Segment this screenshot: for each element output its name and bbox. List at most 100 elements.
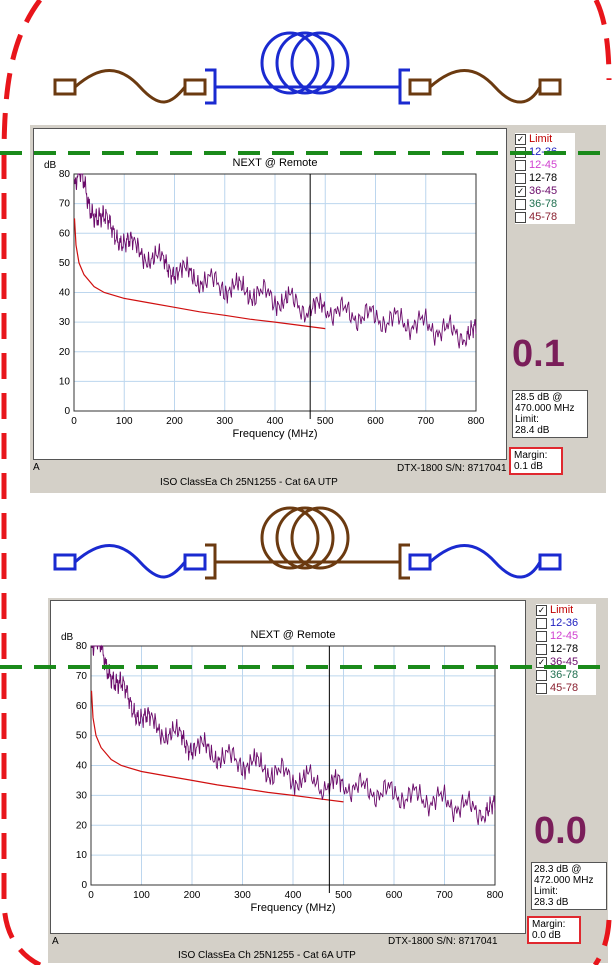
margin-label: Margin: — [514, 450, 548, 461]
info-line: Limit: — [515, 414, 539, 425]
legend-item-12-36[interactable]: 12-36 — [536, 617, 596, 630]
x-tick-label: 0 — [88, 890, 94, 901]
chart-title: NEXT @ Remote — [233, 157, 318, 169]
legend-item-limit[interactable]: ✓ Limit — [536, 604, 596, 617]
margin-label: Margin: — [532, 919, 566, 930]
legend-2: ✓ Limit 12-36 12-45 12-78 ✓ 36-45 36-78 45-78 — [536, 604, 596, 695]
legend-label: Limit — [529, 133, 553, 145]
plot-frame — [73, 173, 477, 412]
margin-highlight-2: Margin: 0.0 dB — [527, 916, 581, 944]
footer-left-1: A — [33, 462, 40, 473]
x-tick-label: 200 — [166, 416, 183, 427]
legend-label: 36-78 — [550, 669, 579, 681]
y-tick-label: 30 — [76, 790, 88, 801]
y-tick-label: 40 — [59, 288, 71, 299]
legend-checkbox[interactable]: ✓ — [536, 657, 547, 668]
x-tick-label: 200 — [184, 890, 201, 901]
x-tick-label: 300 — [234, 890, 251, 901]
legend-item-36-78[interactable]: 36-78 — [515, 198, 575, 211]
series-line-36-45 — [91, 644, 496, 825]
info-line: 28.3 dB @ — [534, 864, 582, 875]
legend-checkbox[interactable] — [515, 199, 526, 210]
footer-test-2: ISO ClassEa Ch 25N1255 - Cat 6A UTP — [178, 950, 356, 961]
series-line-36-45 — [74, 173, 477, 349]
x-tick-label: 100 — [116, 416, 133, 427]
plot-area-2: NEXT @ Remote dB 0 100 200 300 400 500 600 700 800… — [50, 600, 526, 934]
result-info-1: 28.5 dB @ 470.000 MHz Limit: 28.4 dB — [512, 390, 588, 438]
x-tick-label: 400 — [285, 890, 302, 901]
legend-item-12-45[interactable]: 12-45 — [515, 159, 575, 172]
y-tick-label: 50 — [59, 258, 71, 269]
legend-checkbox[interactable] — [536, 683, 547, 694]
legend-checkbox[interactable] — [515, 147, 526, 158]
legend-item-limit[interactable]: ✓ Limit — [515, 133, 575, 146]
chart-title: NEXT @ Remote — [251, 629, 336, 641]
x-tick-label: 300 — [216, 416, 233, 427]
y-tick-label: 10 — [76, 850, 88, 861]
margin-big-value-1: 0.1 — [512, 333, 565, 375]
legend-item-36-78[interactable]: 36-78 — [536, 669, 596, 682]
legend-label: 45-78 — [550, 682, 579, 694]
legend-label: 12-78 — [550, 643, 579, 655]
margin-highlight-1: Margin: 0.1 dB — [509, 447, 563, 475]
x-tick-label: 800 — [468, 416, 485, 427]
red-dashed-boundary-right — [593, 0, 612, 81]
legend-item-36-45[interactable]: ✓ 36-45 — [536, 656, 596, 669]
legend-checkbox[interactable] — [536, 618, 547, 629]
footer-left-2: A — [52, 936, 59, 947]
x-tick-label: 0 — [71, 416, 77, 427]
legend-checkbox[interactable] — [536, 644, 547, 655]
y-tick-label: 50 — [76, 731, 88, 742]
x-axis-label: Frequency (MHz) — [233, 428, 318, 440]
plot-area-1: NEXT @ Remote dB 0 100 200 300 400 500 600 700 800… — [33, 128, 507, 460]
info-line: 28.5 dB @ — [515, 392, 563, 403]
legend-checkbox[interactable] — [536, 670, 547, 681]
legend-item-12-36[interactable]: 12-36 — [515, 146, 575, 159]
legend-checkbox[interactable]: ✓ — [515, 186, 526, 197]
x-tick-label: 400 — [267, 416, 284, 427]
legend-checkbox[interactable] — [515, 160, 526, 171]
x-tick-label: 500 — [335, 890, 352, 901]
footer-device-1: DTX-1800 S/N: 8717041 — [397, 463, 507, 474]
x-tick-label: 700 — [417, 416, 434, 427]
margin-value: 0.1 dB — [514, 461, 543, 472]
legend-item-12-78[interactable]: 12-78 — [536, 643, 596, 656]
x-tick-label: 100 — [133, 890, 150, 901]
x-axis-label: Frequency (MHz) — [251, 902, 336, 914]
y-tick-label: 30 — [59, 317, 71, 328]
legend-1: ✓ Limit 12-36 12-45 12-78 ✓ 36-45 36-78 45-78 — [515, 133, 575, 224]
legend-checkbox[interactable] — [515, 173, 526, 184]
info-line: 28.4 dB — [515, 425, 550, 436]
legend-label: 12-78 — [529, 172, 558, 184]
legend-item-45-78[interactable]: 45-78 — [536, 682, 596, 695]
y-tick-label: 60 — [59, 228, 71, 239]
legend-item-45-78[interactable]: 45-78 — [515, 211, 575, 224]
margin-value: 0.0 dB — [532, 930, 561, 941]
legend-label: 12-36 — [529, 146, 558, 158]
cable-diagram-top — [53, 31, 562, 105]
y-tick-label: 40 — [76, 761, 88, 772]
footer-device-2: DTX-1800 S/N: 8717041 — [388, 936, 498, 947]
legend-checkbox[interactable] — [515, 212, 526, 223]
x-tick-label: 600 — [386, 890, 403, 901]
footer-test-1: ISO ClassEa Ch 25N1255 - Cat 6A UTP — [160, 477, 338, 488]
legend-item-36-45[interactable]: ✓ 36-45 — [515, 185, 575, 198]
legend-label: 36-45 — [529, 185, 558, 197]
y-tick-label: 0 — [81, 880, 87, 891]
legend-item-12-45[interactable]: 12-45 — [536, 630, 596, 643]
legend-checkbox[interactable]: ✓ — [515, 134, 526, 145]
y-axis-label: dB — [61, 632, 74, 643]
series-line-limit — [73, 218, 326, 330]
y-tick-label: 60 — [76, 701, 88, 712]
legend-checkbox[interactable]: ✓ — [536, 605, 547, 616]
y-tick-label: 70 — [76, 671, 88, 682]
x-tick-label: 700 — [436, 890, 453, 901]
x-tick-label: 600 — [367, 416, 384, 427]
cable-diagram-middle — [53, 506, 562, 580]
legend-label: 12-45 — [529, 159, 558, 171]
legend-item-12-78[interactable]: 12-78 — [515, 172, 575, 185]
x-tick-label: 500 — [317, 416, 334, 427]
legend-checkbox[interactable] — [536, 631, 547, 642]
info-line: 472.000 MHz — [534, 875, 594, 886]
